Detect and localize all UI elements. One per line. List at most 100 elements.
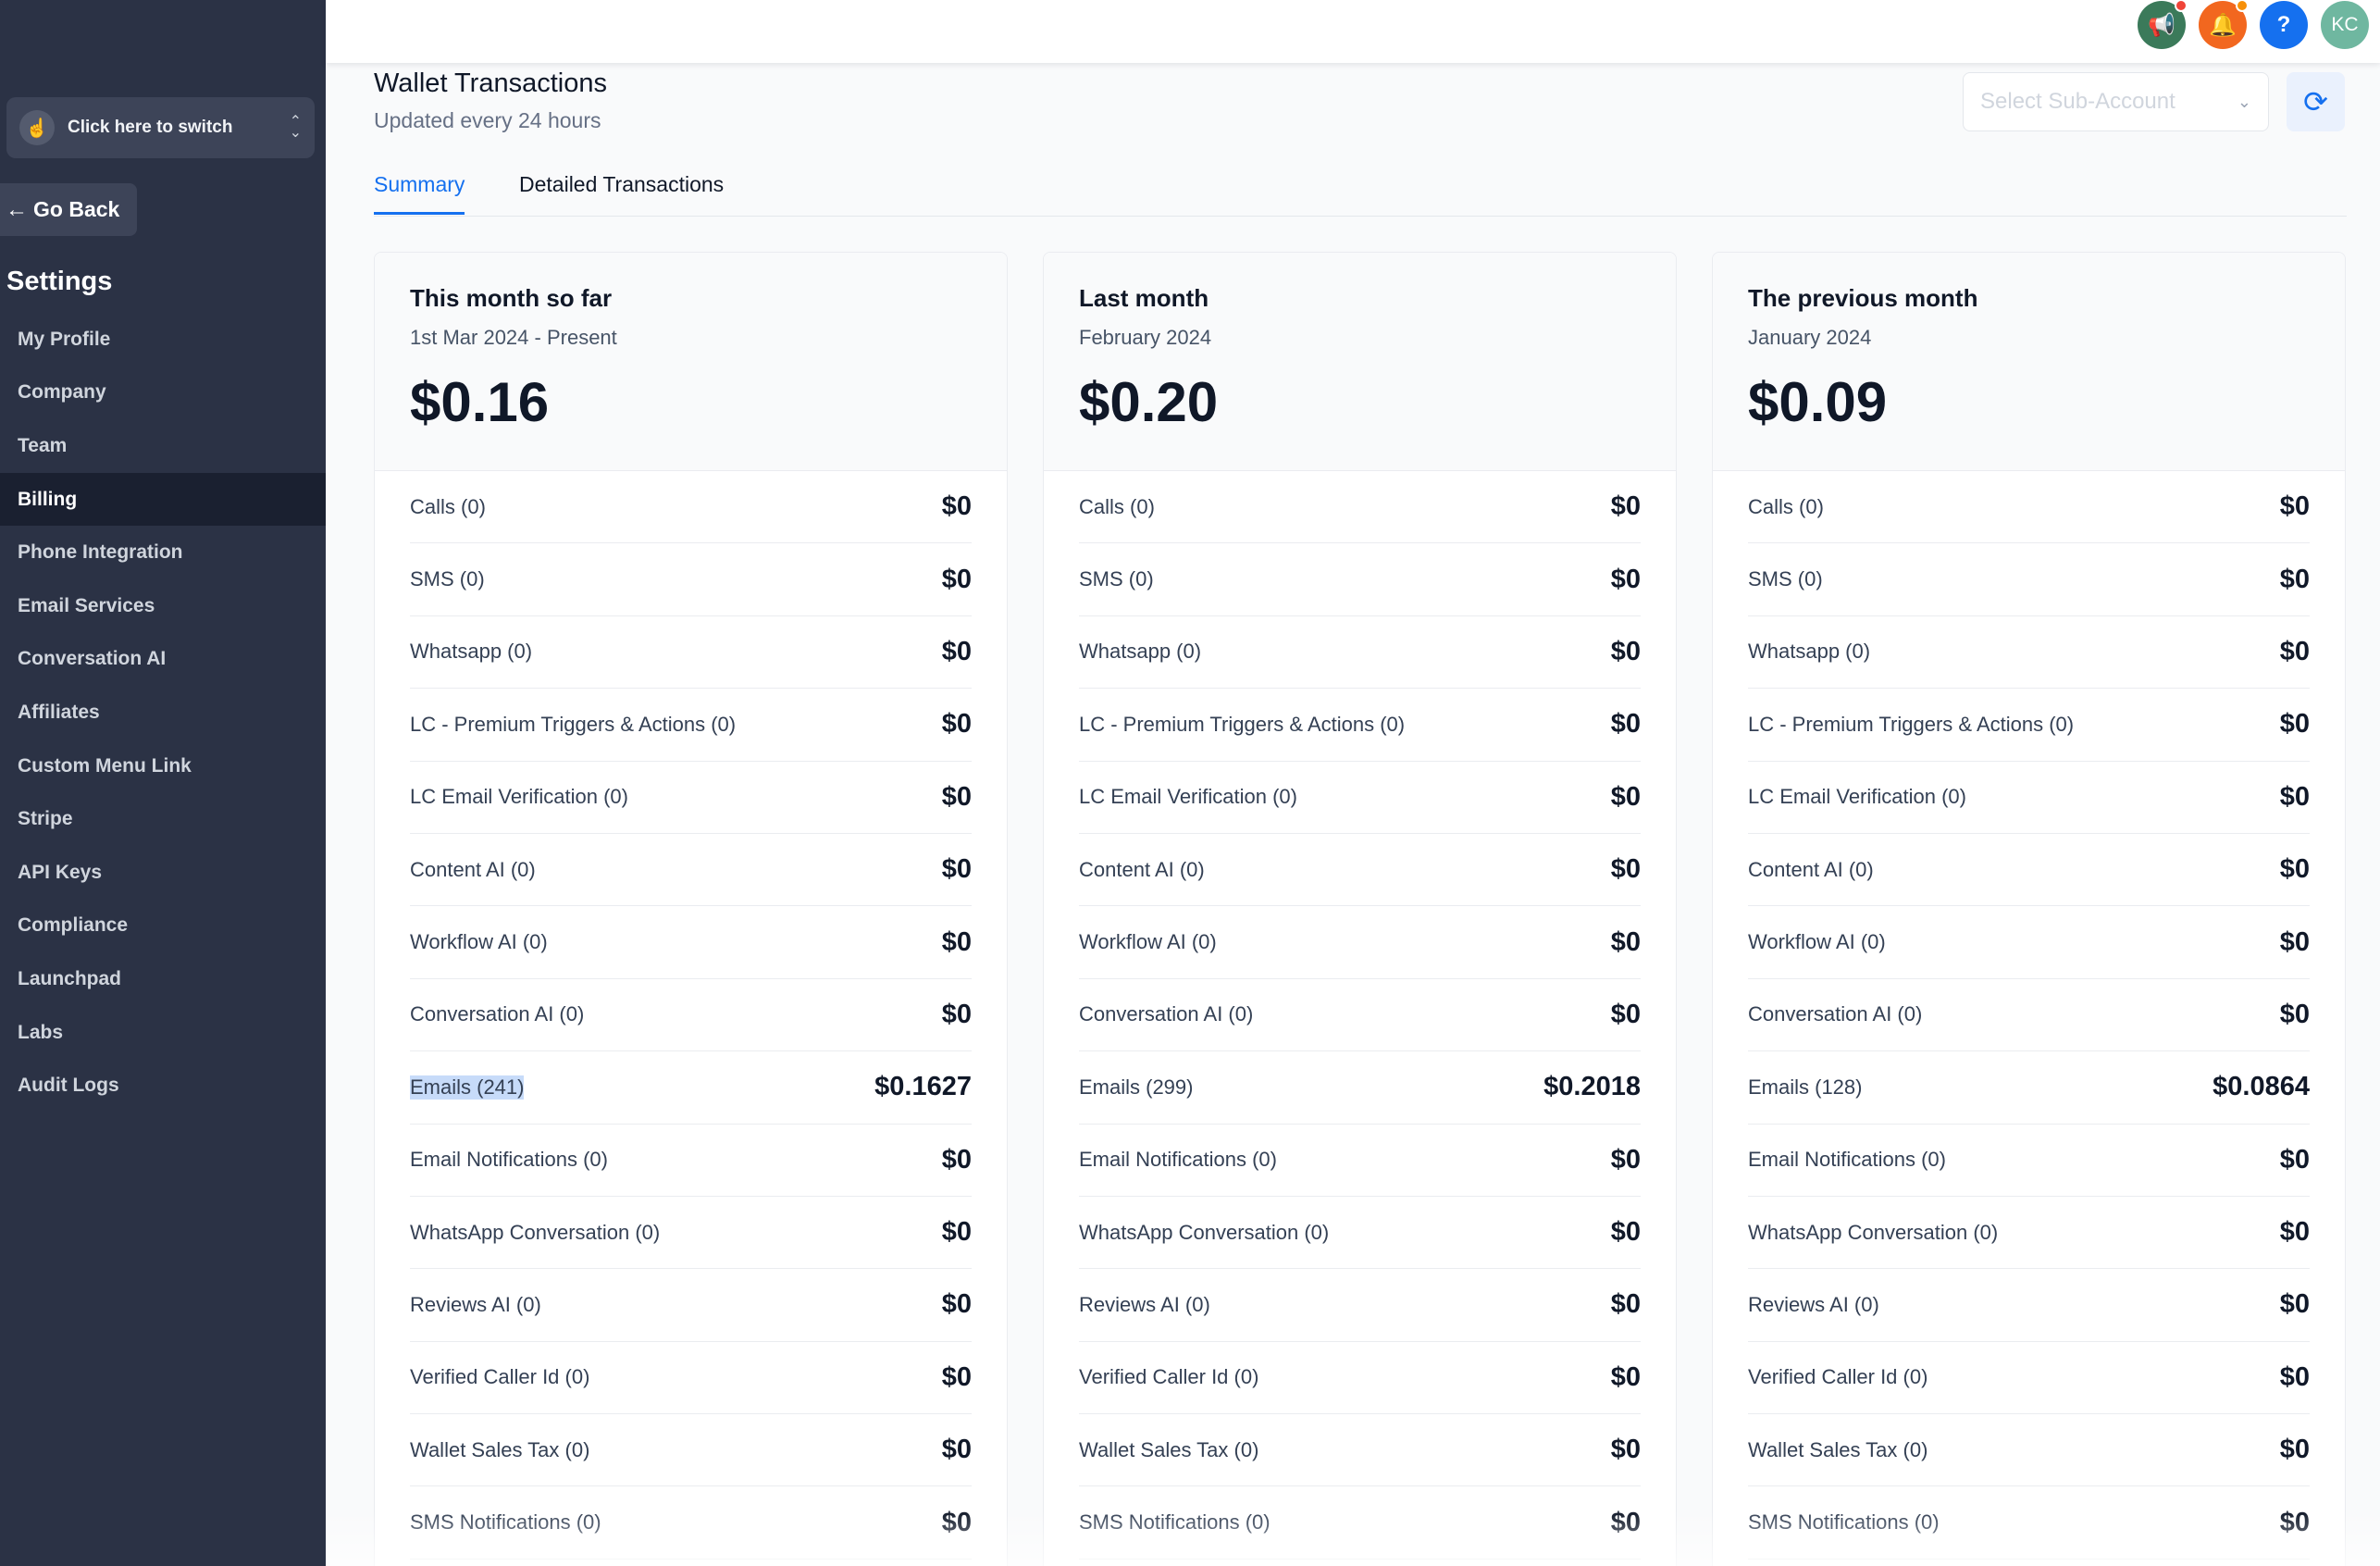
sidebar-item-email-services[interactable]: Email Services xyxy=(18,594,155,616)
table-row: Verified Caller Id (0) $0 xyxy=(1748,1342,2310,1415)
row-value: $0 xyxy=(941,636,972,666)
sidebar-item-audit-logs[interactable]: Audit Logs xyxy=(18,1075,119,1097)
row-value: $0 xyxy=(2279,1217,2310,1248)
card-rows: Calls (0) $0 SMS (0) $0 Whatsapp (0) $0 LC - P… xyxy=(1044,471,1676,1560)
card-total: $0.20 xyxy=(1079,371,1219,433)
table-row: Whatsapp (0) $0 xyxy=(410,616,972,690)
row-label: Workflow AI (0) xyxy=(410,930,548,954)
row-label: Workflow AI (0) xyxy=(1079,930,1217,954)
table-row: Wallet Sales Tax (0) $0 xyxy=(1748,1414,2310,1487)
row-label: Content AI (0) xyxy=(410,857,536,881)
row-label: Conversation AI (0) xyxy=(410,1002,585,1026)
table-row: WhatsApp Conversation (0) $0 xyxy=(410,1197,972,1270)
row-value: $0 xyxy=(1610,636,1641,666)
pointer-icon: ☝ xyxy=(19,110,55,145)
table-row: Wallet Sales Tax (0) $0 xyxy=(410,1414,972,1487)
go-back-button[interactable]: ← Go Back xyxy=(0,183,137,236)
row-value: $0 xyxy=(941,1217,972,1248)
table-row: SMS Notifications (0) $0 xyxy=(410,1486,972,1560)
table-row: Reviews AI (0) $0 xyxy=(1748,1269,2310,1342)
row-value: $0 xyxy=(941,781,972,812)
row-label: Reviews AI (0) xyxy=(1748,1292,1879,1316)
sidebar-item-labs[interactable]: Labs xyxy=(18,1021,64,1043)
card-rows: Calls (0) $0 SMS (0) $0 Whatsapp (0) $0 LC - P… xyxy=(375,471,1007,1560)
table-row: Reviews AI (0) $0 xyxy=(1079,1269,1641,1342)
row-value: $0 xyxy=(2279,926,2310,957)
account-switcher[interactable]: ☝ Click here to switch ⌃ ⌄ xyxy=(6,97,315,158)
row-label: Wallet Sales Tax (0) xyxy=(1748,1437,1928,1461)
notification-dot xyxy=(2236,0,2249,12)
row-value: $0 xyxy=(2279,1361,2310,1392)
table-row: SMS Notifications (0) $0 xyxy=(1748,1486,2310,1560)
table-row: Workflow AI (0) $0 xyxy=(1748,906,2310,979)
sidebar-item-billing[interactable]: Billing xyxy=(0,472,326,527)
table-row: WhatsApp Conversation (0) $0 xyxy=(1079,1197,1641,1270)
avatar-glyph: KC xyxy=(2331,14,2359,35)
row-label: Whatsapp (0) xyxy=(1748,640,1871,664)
row-label: Emails (128) xyxy=(1748,1075,1863,1099)
bell-icon[interactable]: 🔔 xyxy=(2199,0,2249,49)
tab-detailed-transactions[interactable]: Detailed Transactions xyxy=(519,172,725,196)
row-value: $0 xyxy=(941,1435,972,1465)
table-row: LC Email Verification (0) $0 xyxy=(1748,762,2310,834)
subaccount-select-placeholder: Select Sub-Account xyxy=(1980,89,2175,114)
row-label: LC Email Verification (0) xyxy=(1079,785,1297,809)
row-value: $0 xyxy=(941,709,972,740)
row-label: LC - Premium Triggers & Actions (0) xyxy=(1079,712,1406,736)
row-label: SMS (0) xyxy=(1748,567,1823,591)
row-label: Emails (299) xyxy=(1079,1075,1194,1099)
sidebar-item-my-profile[interactable]: My Profile xyxy=(18,328,111,350)
table-row: Email Notifications (0) $0 xyxy=(1079,1125,1641,1197)
row-label: Content AI (0) xyxy=(1079,857,1205,881)
sidebar-item-launchpad[interactable]: Launchpad xyxy=(18,967,122,989)
table-row: Workflow AI (0) $0 xyxy=(1079,906,1641,979)
sidebar-item-team[interactable]: Team xyxy=(18,434,68,456)
sidebar-item-phone-integration[interactable]: Phone Integration xyxy=(18,541,183,564)
sidebar-item-compliance[interactable]: Compliance xyxy=(18,914,129,937)
row-label: SMS (0) xyxy=(1079,567,1154,591)
megaphone-icon[interactable]: 📢 xyxy=(2138,0,2188,49)
row-value: $0 xyxy=(1610,491,1641,522)
card-total: $0.09 xyxy=(1748,371,1888,433)
row-value: $0 xyxy=(1610,1507,1641,1537)
page-title: Wallet Transactions xyxy=(374,68,607,98)
row-label: Email Notifications (0) xyxy=(1079,1148,1277,1172)
sidebar-item-api-keys[interactable]: API Keys xyxy=(18,861,103,883)
sidebar-item-custom-menu-link[interactable]: Custom Menu Link xyxy=(18,754,192,777)
row-label: Whatsapp (0) xyxy=(1079,640,1202,664)
arrow-left-icon: ← xyxy=(6,196,28,222)
row-label: SMS (0) xyxy=(410,567,485,591)
help-icon[interactable]: ? xyxy=(2260,1,2308,49)
chevron-updown-icon: ⌃ ⌄ xyxy=(289,114,302,141)
row-value: $0 xyxy=(941,491,972,522)
row-value: $0 xyxy=(1610,1289,1641,1320)
card-period: January 2024 xyxy=(1748,326,1872,349)
subaccount-select[interactable]: Select Sub-Account ⌄ xyxy=(1963,72,2269,131)
table-row: LC - Premium Triggers & Actions (0) $0 xyxy=(1748,689,2310,762)
sidebar-item-stripe[interactable]: Stripe xyxy=(18,808,73,830)
sidebar-item-conversation-ai[interactable]: Conversation AI xyxy=(18,648,167,670)
avatar[interactable]: KC xyxy=(2321,1,2369,49)
refresh-icon: ⟳ xyxy=(2303,85,2328,118)
row-value: $0 xyxy=(2279,636,2310,666)
row-label: SMS Notifications (0) xyxy=(410,1510,601,1535)
sidebar-item-company[interactable]: Company xyxy=(18,381,106,404)
row-value: $0 xyxy=(2279,491,2310,522)
row-label: Verified Caller Id (0) xyxy=(1079,1365,1259,1389)
table-row: Content AI (0) $0 xyxy=(410,834,972,907)
table-row: LC - Premium Triggers & Actions (0) $0 xyxy=(1079,689,1641,762)
row-label: Verified Caller Id (0) xyxy=(1748,1365,1928,1389)
table-row: Workflow AI (0) $0 xyxy=(410,906,972,979)
tab-summary[interactable]: Summary xyxy=(374,172,465,215)
row-label: Conversation AI (0) xyxy=(1079,1002,1254,1026)
table-row: LC Email Verification (0) $0 xyxy=(410,762,972,834)
card-period: 1st Mar 2024 - Present xyxy=(410,326,617,349)
refresh-button[interactable]: ⟳ xyxy=(2287,72,2345,131)
row-value: $0 xyxy=(2279,1435,2310,1465)
row-value: $0 xyxy=(1610,1144,1641,1174)
row-value: $0 xyxy=(941,564,972,594)
sidebar-item-affiliates[interactable]: Affiliates xyxy=(18,701,100,723)
row-value: $0 xyxy=(2279,1289,2310,1320)
notification-dot xyxy=(2175,0,2188,12)
row-value: $0 xyxy=(2279,781,2310,812)
